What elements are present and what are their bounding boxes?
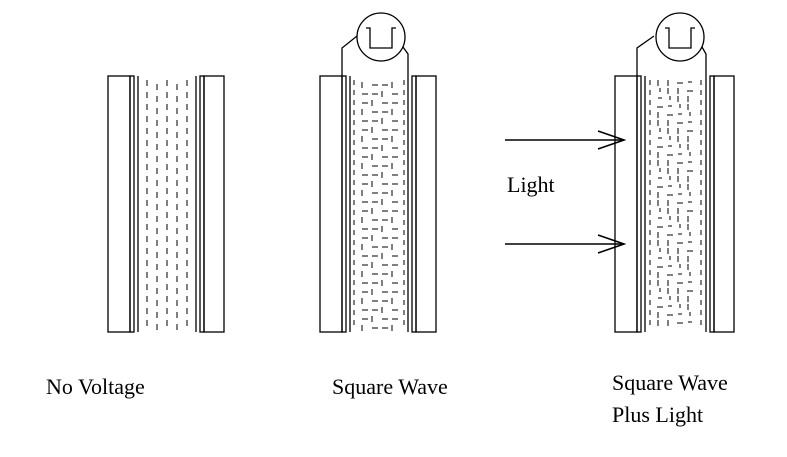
arrowhead-bottom bbox=[597, 234, 627, 254]
label-square-wave-plus-light-line2: Plus Light bbox=[612, 402, 703, 427]
square-wave-source-icon bbox=[636, 12, 707, 76]
light-arrows: Light bbox=[505, 130, 627, 254]
source-wire bbox=[636, 35, 655, 76]
light-label: Light bbox=[507, 172, 555, 197]
left-electrode-inner bbox=[129, 75, 135, 333]
square-wave-symbol bbox=[665, 27, 695, 49]
left-electrode-inner bbox=[341, 75, 347, 333]
source-wire bbox=[402, 46, 409, 76]
left-electrode-outer bbox=[107, 75, 131, 333]
source-wire bbox=[701, 46, 707, 76]
source-circle bbox=[655, 12, 705, 62]
left-electrode-outer bbox=[614, 75, 638, 333]
label-square-wave: Square Wave bbox=[332, 374, 448, 399]
liquid-crystal-molecules bbox=[353, 80, 405, 331]
right-electrode-outer bbox=[713, 75, 735, 333]
left-electrode-outer bbox=[319, 75, 343, 333]
square-wave-symbol bbox=[366, 27, 396, 49]
source-wire bbox=[341, 35, 358, 76]
left-electrode-inner bbox=[636, 75, 642, 333]
source-circle bbox=[356, 12, 406, 62]
liquid-crystal-molecules bbox=[146, 80, 188, 330]
label-no-voltage: No Voltage bbox=[46, 374, 145, 399]
cell-no-voltage bbox=[107, 75, 225, 333]
right-electrode-outer bbox=[203, 75, 225, 333]
right-electrode-outer bbox=[415, 75, 437, 333]
label-square-wave-plus-light-line1: Square Wave bbox=[612, 370, 728, 395]
arrowhead-top bbox=[597, 130, 627, 150]
cell-square-wave bbox=[319, 12, 437, 333]
liquid-crystal-molecules bbox=[649, 80, 702, 326]
cell-square-wave-plus-light bbox=[614, 12, 735, 333]
square-wave-source-icon bbox=[341, 12, 409, 76]
